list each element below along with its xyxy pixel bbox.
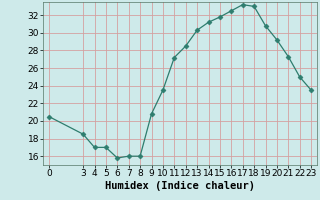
X-axis label: Humidex (Indice chaleur): Humidex (Indice chaleur) — [105, 181, 255, 191]
